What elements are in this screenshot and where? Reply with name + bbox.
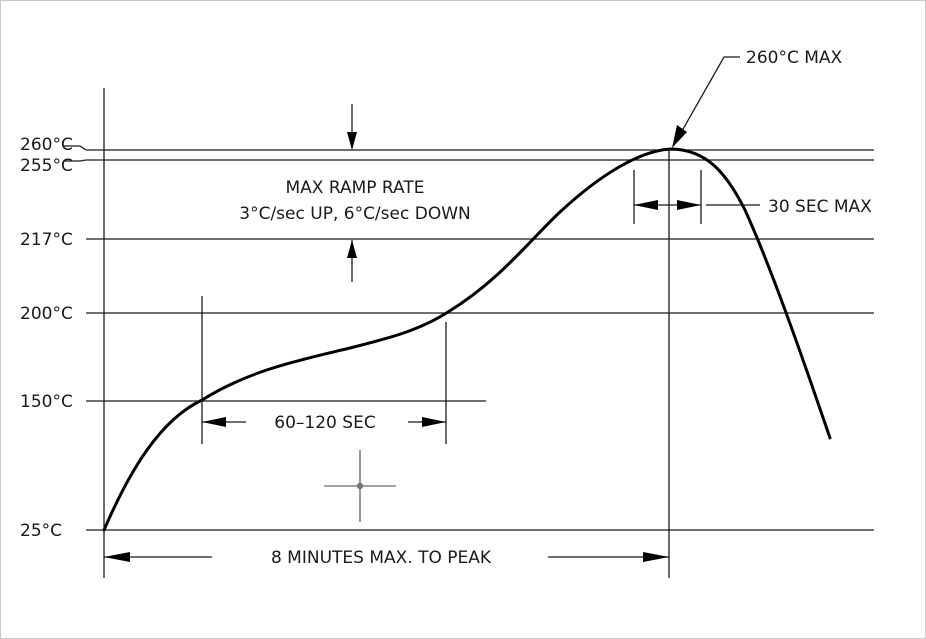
dwell-arrow-right xyxy=(677,200,701,210)
soak-arrow-left xyxy=(202,417,226,427)
crosshair-center xyxy=(356,482,364,490)
label-25: 25°C xyxy=(20,521,62,541)
label-150: 150°C xyxy=(20,392,73,412)
leader-260 xyxy=(64,145,87,151)
ramp-detail: 3°C/sec UP, 6°C/sec DOWN xyxy=(239,204,470,224)
peak-leader xyxy=(673,56,740,146)
total-arrow-left xyxy=(104,552,130,562)
reflow-curve xyxy=(102,147,832,532)
peak-arrow xyxy=(672,125,687,148)
soak-label: 60–120 SEC xyxy=(274,413,375,433)
label-200: 200°C xyxy=(20,304,73,324)
peak-label: 260°C MAX xyxy=(746,48,843,68)
label-260: 260°C xyxy=(20,135,73,155)
ramp-arrow-bottom-head xyxy=(347,240,357,258)
label-217: 217°C xyxy=(20,230,73,250)
total-label: 8 MINUTES MAX. TO PEAK xyxy=(271,548,492,568)
label-255: 255°C xyxy=(20,156,73,176)
dwell-arrow-left xyxy=(634,200,658,210)
soak-arrow-right xyxy=(422,417,446,427)
ramp-title: MAX RAMP RATE xyxy=(286,178,425,198)
total-arrow-right xyxy=(643,552,669,562)
ramp-arrow-top-head xyxy=(347,132,357,150)
leader-255 xyxy=(64,159,87,162)
dwell-label: 30 SEC MAX xyxy=(768,197,872,217)
